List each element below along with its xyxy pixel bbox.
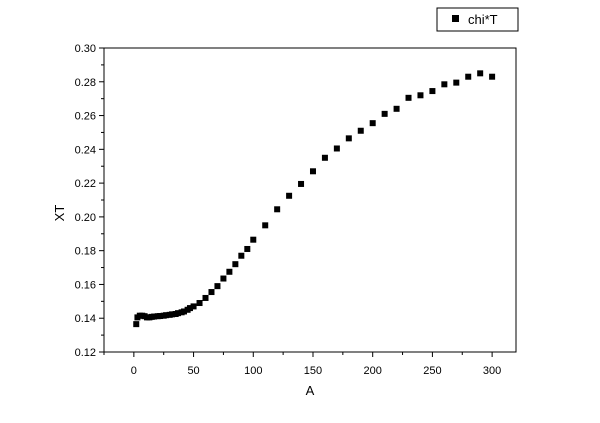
y-tick-label: 0.20: [75, 212, 96, 224]
data-point: [133, 321, 140, 328]
data-point: [405, 94, 412, 101]
y-tick-label: 0.24: [75, 144, 96, 156]
x-tick-label: 250: [423, 365, 441, 377]
data-point: [309, 168, 316, 175]
data-point: [441, 81, 448, 88]
x-tick-label: 0: [131, 365, 137, 377]
x-tick-label: 300: [483, 365, 501, 377]
data-point: [226, 268, 233, 275]
data-point: [262, 222, 269, 229]
y-axis-title: XT: [52, 205, 67, 222]
data-point: [477, 70, 484, 77]
plot-frame: [103, 47, 517, 353]
y-tick-label: 0.26: [75, 111, 96, 123]
data-point: [214, 283, 221, 290]
data-point: [208, 289, 215, 296]
data-point: [429, 88, 436, 95]
data-point: [489, 73, 496, 80]
y-tick-label: 0.12: [75, 347, 96, 359]
data-point: [244, 245, 251, 252]
data-point: [220, 275, 227, 282]
data-point: [333, 145, 340, 152]
data-point: [345, 135, 352, 142]
y-axis: 0.12 0.14 0.16 0.18 0.20 0.22 0.24 0.26 0.28 0.30: [75, 43, 104, 359]
y-tick-label: 0.28: [75, 77, 96, 89]
y-tick-label: 0.18: [75, 246, 96, 258]
y-tick-label: 0.22: [75, 178, 96, 190]
legend-marker: [452, 15, 459, 22]
data-point: [175, 310, 182, 317]
data-point: [181, 308, 188, 315]
data-point: [169, 311, 176, 318]
x-axis: 0 50 100 150 200 250 300: [103, 352, 501, 377]
data-point: [163, 312, 170, 319]
x-axis-title: A: [306, 383, 315, 398]
x-tick-label: 50: [187, 365, 199, 377]
x-tick-label: 200: [364, 365, 382, 377]
data-point: [232, 261, 239, 268]
y-tick-label: 0.16: [75, 279, 96, 291]
y-tick-label: 0.14: [75, 313, 96, 325]
data-point: [417, 92, 424, 99]
data-point: [186, 305, 193, 312]
legend-label: chi*T: [468, 12, 498, 27]
data-points: [133, 70, 496, 328]
data-point: [157, 313, 164, 320]
data-point: [453, 79, 460, 86]
data-point: [393, 105, 400, 112]
data-point: [321, 154, 328, 161]
x-tick-label: 150: [304, 365, 322, 377]
data-point: [238, 252, 245, 259]
data-point: [196, 300, 203, 307]
data-point: [381, 110, 388, 117]
data-point: [190, 303, 197, 310]
legend: chi*T: [436, 7, 519, 32]
data-point: [357, 127, 364, 134]
data-point: [151, 313, 158, 320]
data-point: [369, 120, 376, 127]
data-point: [298, 180, 305, 187]
data-point: [202, 294, 209, 301]
data-point: [465, 73, 472, 80]
data-point: [286, 192, 293, 199]
y-tick-label: 0.30: [75, 43, 96, 55]
legend-box: [436, 7, 519, 32]
data-point: [250, 236, 257, 243]
x-tick-label: 100: [244, 365, 262, 377]
data-point: [274, 206, 281, 213]
